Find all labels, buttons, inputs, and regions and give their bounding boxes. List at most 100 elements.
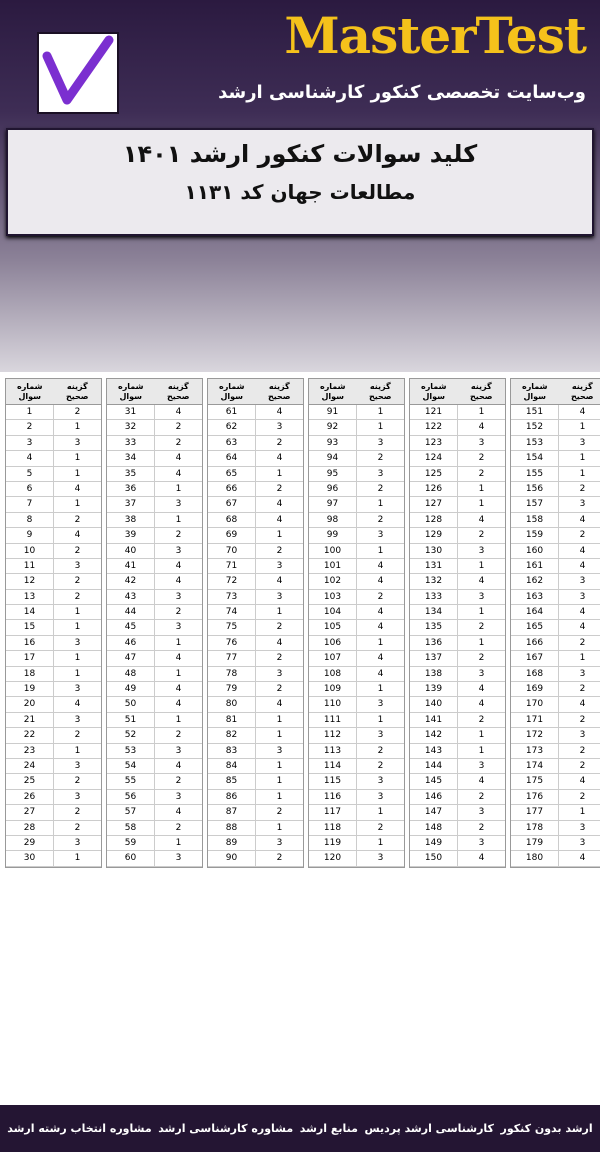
answer-cell: 4 [74, 699, 81, 710]
question-cell: 22 [6, 728, 54, 743]
answer-cell: 3 [175, 545, 182, 556]
table-row: 94 2 [309, 451, 404, 467]
answer-cell: 4 [478, 576, 485, 587]
table-row: 155 1 [511, 466, 600, 482]
table-row: 17 1 [6, 651, 101, 667]
question-cell: 140 [410, 697, 458, 712]
table-row: 72 4 [208, 574, 303, 590]
answer-cell: 3 [579, 837, 586, 848]
answer-cell: 1 [74, 745, 81, 756]
table-row: 104 4 [309, 605, 404, 621]
question-cell: 141 [410, 712, 458, 728]
answer-cell: 4 [377, 653, 384, 664]
answer-cell: 3 [74, 791, 81, 802]
answer-cell: 1 [276, 530, 283, 541]
answer-cell: 3 [74, 637, 81, 648]
footer-link[interactable]: مشاوره کارشناسی ارشد [158, 1122, 294, 1135]
table-row: 172 3 [511, 728, 600, 744]
answer-cell: 2 [377, 745, 384, 756]
answer-cell: 3 [478, 545, 485, 556]
question-cell: 85 [208, 774, 256, 789]
answer-cell: 3 [478, 837, 485, 848]
answer-cell: 3 [579, 437, 586, 448]
question-cell: 66 [208, 481, 256, 497]
brand: MasterTest [284, 6, 587, 65]
answer-cell: 4 [579, 545, 586, 556]
question-cell: 91 [309, 405, 357, 420]
answer-cell: 1 [579, 468, 586, 479]
question-cell: 11 [6, 558, 54, 574]
question-cell: 133 [410, 589, 458, 605]
header-cell: شماره سوال [521, 382, 548, 401]
answer-cell: 1 [276, 791, 283, 802]
answer-cell: 4 [377, 668, 384, 679]
answer-cell: 3 [276, 591, 283, 602]
answer-cell: 4 [276, 499, 283, 510]
answer-cell: 2 [175, 730, 182, 741]
table-row: 15 1 [6, 620, 101, 636]
question-cell: 129 [410, 528, 458, 543]
answer-cell: 3 [74, 837, 81, 848]
answer-cell: 1 [478, 745, 485, 756]
question-cell: 7 [6, 497, 54, 512]
answer-cell: 1 [276, 468, 283, 479]
answer-cell: 3 [478, 668, 485, 679]
table-row: 85 1 [208, 774, 303, 790]
question-cell: 118 [309, 820, 357, 835]
question-cell: 52 [107, 728, 155, 743]
question-cell: 29 [6, 835, 54, 851]
footer-link[interactable]: منابع ارشد [299, 1122, 358, 1135]
table-row: 27 2 [6, 805, 101, 821]
footer-link[interactable]: مشاوره انتخاب رشته ارشد [7, 1122, 152, 1135]
question-cell: 97 [309, 497, 357, 512]
table-row: 92 1 [309, 420, 404, 436]
question-cell: 72 [208, 574, 256, 589]
table-row: 21 3 [6, 712, 101, 729]
question-cell: 23 [6, 743, 54, 758]
answer-cell: 2 [579, 714, 586, 725]
question-cell: 132 [410, 574, 458, 589]
question-cell: 121 [410, 405, 458, 420]
table-row: 115 3 [309, 774, 404, 790]
footer-link[interactable]: ارشد بدون کنکور [500, 1122, 593, 1135]
answer-cell: 4 [175, 684, 182, 695]
answer-cell: 4 [175, 807, 182, 818]
table-row: 144 3 [410, 758, 505, 775]
question-cell: 154 [511, 451, 559, 466]
question-cell: 78 [208, 666, 256, 682]
table-row: 145 4 [410, 774, 505, 790]
question-cell: 159 [511, 528, 559, 543]
answer-cell: 2 [276, 653, 283, 664]
table-row: 146 2 [410, 789, 505, 806]
question-cell: 126 [410, 481, 458, 497]
answer-cell: 4 [579, 560, 586, 571]
table-row: 61 4 [208, 405, 303, 421]
answer-cell: 1 [175, 668, 182, 679]
question-cell: 92 [309, 420, 357, 435]
question-cell: 93 [309, 435, 357, 451]
answer-cell: 3 [478, 807, 485, 818]
question-cell: 65 [208, 466, 256, 481]
answer-cell: 2 [276, 545, 283, 556]
question-cell: 51 [107, 712, 155, 728]
table-row: 162 3 [511, 574, 600, 590]
question-cell: 158 [511, 512, 559, 528]
footer-link[interactable]: کارشناسی ارشد پردیس [364, 1122, 494, 1135]
answer-cell: 2 [175, 607, 182, 618]
answer-cell: 2 [175, 422, 182, 433]
table-row: 49 4 [107, 682, 202, 698]
question-cell: 63 [208, 435, 256, 451]
question-cell: 83 [208, 743, 256, 758]
table-row: 79 2 [208, 682, 303, 698]
table-row: 141 2 [410, 712, 505, 729]
table-row: 80 4 [208, 697, 303, 713]
table-row: 73 3 [208, 589, 303, 606]
answer-cell: 2 [74, 776, 81, 787]
question-cell: 169 [511, 682, 559, 697]
table-row: 138 3 [410, 666, 505, 683]
table-row: 81 1 [208, 712, 303, 729]
question-cell: 107 [309, 651, 357, 666]
